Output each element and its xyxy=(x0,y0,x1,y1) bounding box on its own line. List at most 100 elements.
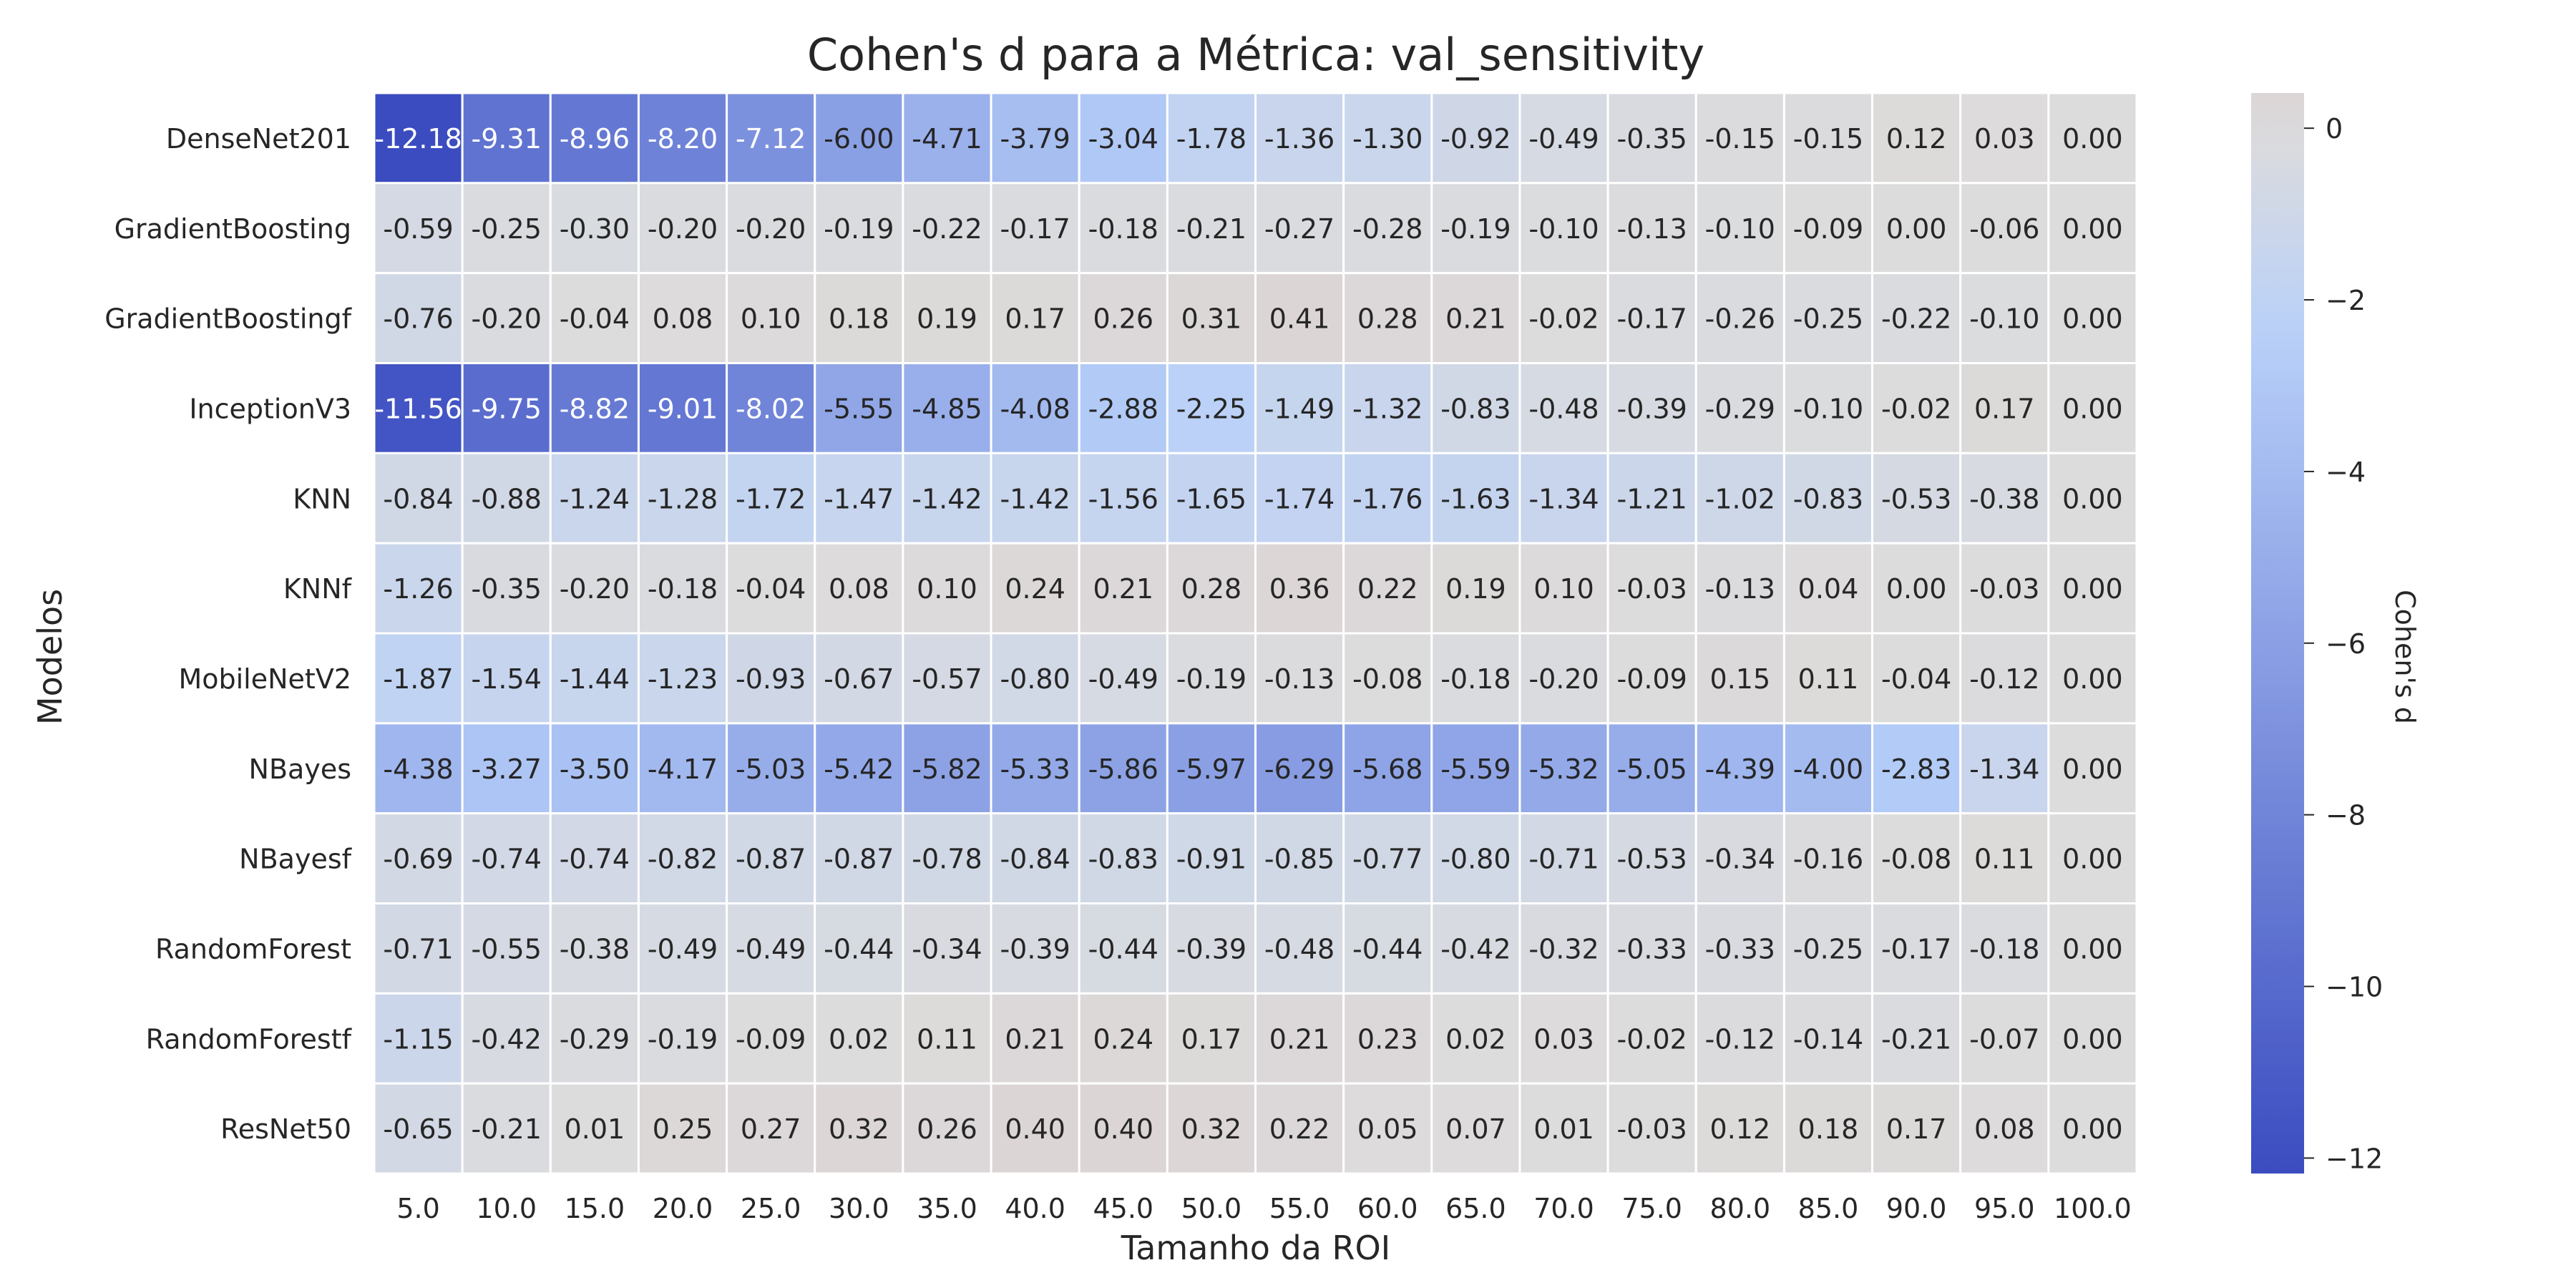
heatmap-cell xyxy=(637,992,728,1085)
heatmap-cell xyxy=(1342,1082,1433,1175)
cell-value-label: 0.00 xyxy=(2062,1113,2123,1145)
cell-value-label: -0.33 xyxy=(1705,933,1775,965)
heatmap-cell xyxy=(1254,182,1345,275)
heatmap-cell xyxy=(1254,1082,1345,1175)
heatmap-cell xyxy=(461,362,552,454)
cell-value-label: -8.96 xyxy=(560,123,630,155)
heatmap-cell xyxy=(902,1082,992,1175)
cell-value-label: -0.10 xyxy=(1705,213,1775,245)
cell-value-label: -1.21 xyxy=(1617,483,1687,514)
y-tick-label: DenseNet201 xyxy=(166,123,351,155)
cell-value-label: 0.08 xyxy=(653,303,713,335)
heatmap-cell xyxy=(2047,902,2138,995)
cell-value-label: 0.00 xyxy=(2062,483,2123,514)
cell-value-label: -0.82 xyxy=(648,844,718,875)
cell-value-label: -5.82 xyxy=(912,753,982,785)
cell-value-label: -4.85 xyxy=(912,393,982,424)
heatmap-cell xyxy=(637,1082,728,1175)
heatmap-cell xyxy=(1606,1082,1697,1175)
heatmap-cell xyxy=(1871,452,1962,545)
cell-value-label: -1.32 xyxy=(1352,393,1423,424)
heatmap-cell xyxy=(902,632,992,725)
cell-value-label: -0.25 xyxy=(472,213,542,245)
x-tick-label: 10.0 xyxy=(476,1193,537,1224)
colorbar-tick-label: 0 xyxy=(2326,113,2343,145)
cell-value-label: -0.18 xyxy=(1440,663,1511,695)
heatmap-cell xyxy=(1166,902,1257,995)
cell-value-label: -0.17 xyxy=(1881,933,1951,965)
cell-value-label: -0.09 xyxy=(736,1023,806,1055)
cell-value-label: 0.22 xyxy=(1357,573,1418,605)
x-tick-label: 15.0 xyxy=(565,1193,625,1224)
cell-value-label: 0.17 xyxy=(1974,393,2035,424)
heatmap-cell xyxy=(1871,182,1962,275)
cell-value-label: -0.42 xyxy=(1440,933,1511,965)
heatmap-cell xyxy=(549,722,640,815)
cell-value-label: -0.80 xyxy=(1440,844,1511,875)
heatmap-cell xyxy=(1871,992,1962,1085)
cell-value-label: 0.00 xyxy=(2062,1023,2123,1055)
cell-value-label: -0.26 xyxy=(1705,303,1775,335)
cell-value-label: -9.01 xyxy=(648,393,718,424)
cell-value-label: -4.00 xyxy=(1793,753,1863,785)
cell-value-label: -9.31 xyxy=(472,123,542,155)
heatmap-cell xyxy=(2047,722,2138,815)
heatmap-cell xyxy=(1694,92,1785,185)
heatmap-cell xyxy=(726,1082,816,1175)
cell-value-label: -0.06 xyxy=(1969,213,2039,245)
cell-value-label: -0.59 xyxy=(383,213,453,245)
heatmap-cell xyxy=(461,992,552,1085)
cell-value-label: -0.39 xyxy=(1176,933,1246,965)
colorbar-gradient xyxy=(2251,93,2304,1174)
cell-value-label: -0.03 xyxy=(1617,1113,1687,1145)
heatmap-cell xyxy=(814,722,904,815)
x-tick-label: 75.0 xyxy=(1621,1193,1682,1224)
cell-value-label: -0.12 xyxy=(1969,663,2039,695)
heatmap-cell xyxy=(1871,1082,1962,1175)
cell-value-label: 0.11 xyxy=(1974,844,2035,875)
heatmap-cell xyxy=(1518,92,1609,185)
heatmap-cell xyxy=(990,542,1080,635)
cell-value-label: -1.24 xyxy=(560,483,630,514)
colorbar-tick-label: −8 xyxy=(2326,800,2366,831)
cell-value-label: -0.22 xyxy=(1881,303,1951,335)
heatmap-cell xyxy=(1342,902,1433,995)
heatmap-cell xyxy=(814,812,904,904)
heatmap-cell-labels: -12.18 -9.31 -8.96 -8.20 -7.12 -6.00 -4.71 -3.7… xyxy=(374,123,2122,1145)
colorbar-tick-label: −2 xyxy=(2326,285,2366,316)
cell-value-label: -0.19 xyxy=(1440,213,1511,245)
cell-value-label: -0.17 xyxy=(1617,303,1687,335)
cell-value-label: 0.21 xyxy=(1445,303,1506,335)
cell-value-label: -0.38 xyxy=(1969,483,2039,514)
cell-value-label: -0.08 xyxy=(1881,844,1951,875)
x-axis-tick-labels: 5.0 10.0 15.0 20.0 25.0 30.0 35.0 40.0 45.0 50.0 5… xyxy=(396,1193,2131,1224)
heatmap-cell xyxy=(1078,542,1169,635)
heatmap-cell xyxy=(461,632,552,725)
heatmap-cell xyxy=(814,272,904,364)
x-tick-label: 35.0 xyxy=(917,1193,977,1224)
y-tick-label: KNNf xyxy=(283,573,353,605)
cell-value-label: -1.72 xyxy=(736,483,806,514)
heatmap-cell xyxy=(1694,812,1785,904)
cell-value-label: -0.20 xyxy=(736,213,806,245)
cell-value-label: -0.83 xyxy=(1440,393,1511,424)
cell-value-label: 0.32 xyxy=(1181,1113,1242,1145)
cell-value-label: -0.49 xyxy=(736,933,806,965)
cell-value-label: -0.91 xyxy=(1176,844,1246,875)
cell-value-label: -1.78 xyxy=(1176,123,1246,155)
heatmap-cell xyxy=(1430,92,1521,185)
cell-value-label: -0.10 xyxy=(1969,303,2039,335)
cell-value-label: -0.44 xyxy=(1088,933,1158,965)
cell-value-label: 0.24 xyxy=(1093,1023,1153,1055)
heatmap-cell xyxy=(1959,722,2050,815)
heatmap-cell xyxy=(2047,182,2138,275)
cell-value-label: 0.01 xyxy=(1533,1113,1594,1145)
heatmap-cell xyxy=(2047,1082,2138,1175)
colorbar-tick-label: −10 xyxy=(2326,972,2383,1003)
cell-value-label: -4.08 xyxy=(1000,393,1070,424)
cell-value-label: -0.53 xyxy=(1881,483,1951,514)
heatmap-cell xyxy=(1430,632,1521,725)
cell-value-label: -0.27 xyxy=(1264,213,1335,245)
cell-value-label: 0.08 xyxy=(829,573,889,605)
heatmap-cell xyxy=(2047,272,2138,364)
